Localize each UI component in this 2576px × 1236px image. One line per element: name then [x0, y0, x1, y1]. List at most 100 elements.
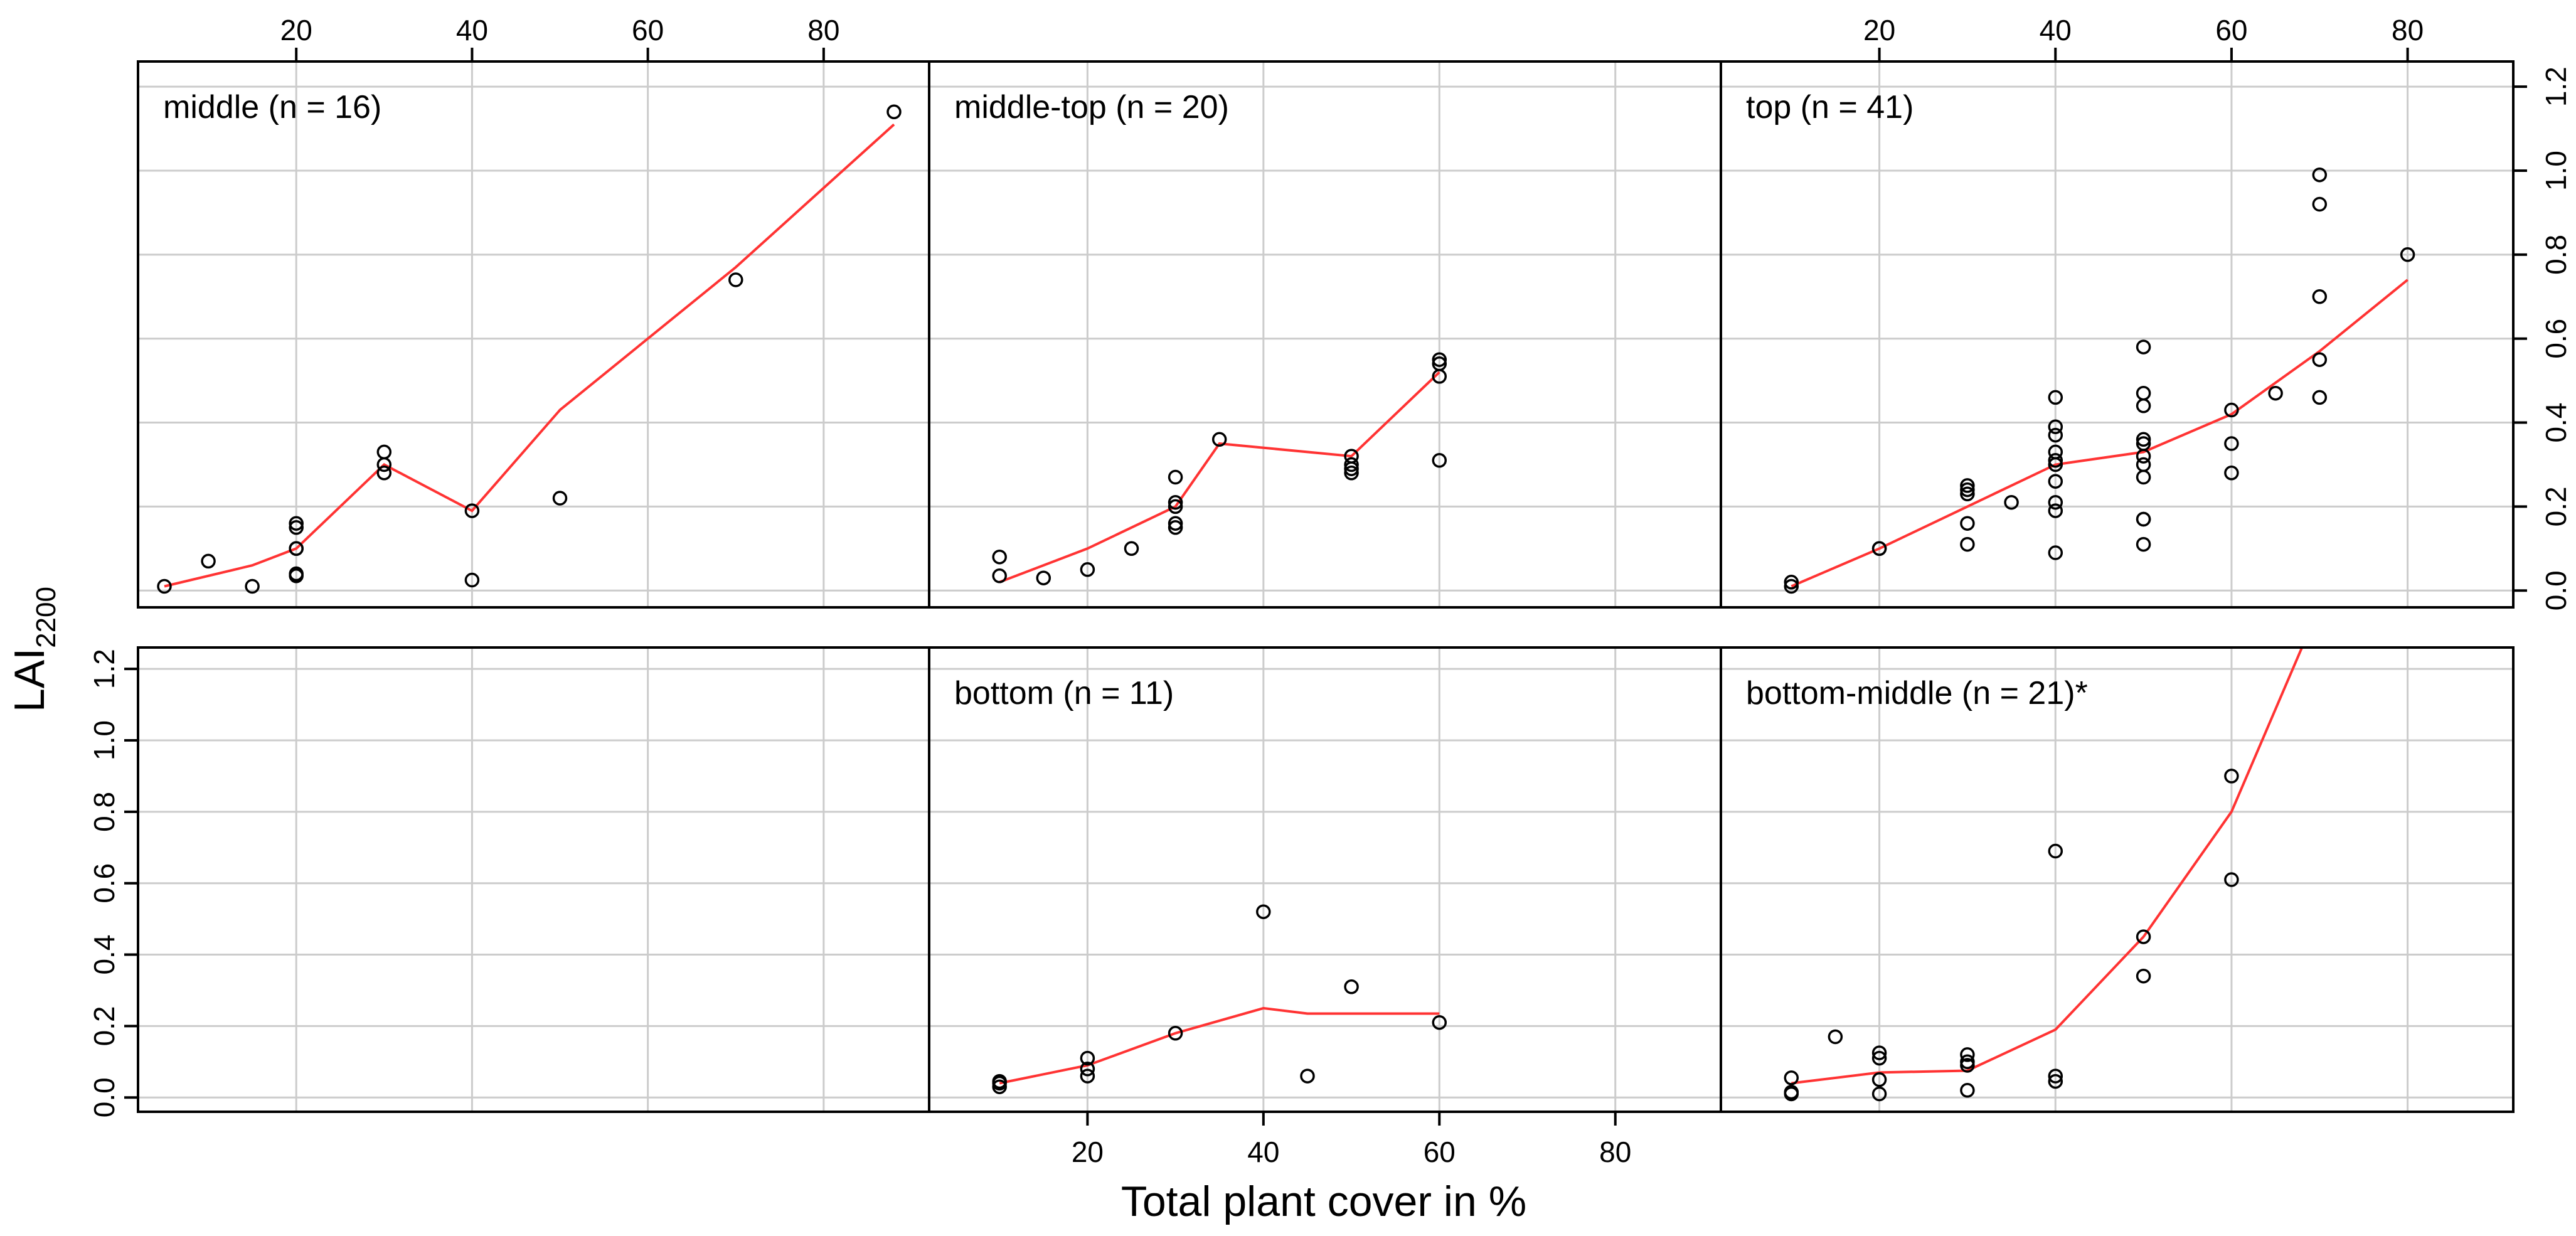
- x-tick-label: 80: [2392, 14, 2424, 46]
- data-point: [1036, 570, 1051, 585]
- smooth-line: [1791, 279, 2408, 588]
- panel-frame: [928, 60, 1722, 609]
- data-point: [2224, 466, 2239, 481]
- svg-text:LAI2200: LAI2200: [6, 587, 61, 712]
- data-point: [2136, 469, 2151, 485]
- data-point: [2136, 511, 2151, 527]
- data-point: [157, 578, 172, 594]
- data-point: [1871, 1045, 1887, 1060]
- data-point: [1960, 486, 1975, 502]
- data-point: [2224, 436, 2239, 451]
- y-tick-label: 0.4: [88, 935, 120, 975]
- data-point: [2048, 545, 2063, 560]
- y-tick-label: 0.2: [2540, 486, 2572, 526]
- data-point: [376, 444, 392, 460]
- data-point: [1344, 461, 1359, 476]
- data-point: [2048, 474, 2063, 489]
- data-point: [992, 1079, 1007, 1094]
- data-point: [1432, 352, 1447, 367]
- data-point: [464, 572, 480, 588]
- y-axis-title: LAI2200: [6, 587, 61, 712]
- data-point: [2136, 968, 2151, 984]
- y-tick-label: 1.2: [88, 649, 120, 689]
- data-point: [289, 520, 304, 535]
- panel-label: top (n = 41): [1746, 89, 1913, 125]
- y-tick-label: 0.0: [88, 1077, 120, 1117]
- panel-empty: [137, 646, 930, 1113]
- data-point: [2268, 385, 2283, 401]
- data-point: [1168, 1026, 1183, 1041]
- data-point: [289, 516, 304, 531]
- data-point: [1168, 494, 1183, 510]
- y-axis-title-subscript: 2200: [31, 587, 61, 648]
- data-point: [2136, 398, 2151, 413]
- data-point: [1960, 1047, 1975, 1062]
- data-point: [2136, 536, 2151, 552]
- smooth-line: [999, 371, 1440, 583]
- panel-top: top (n = 41): [1720, 60, 2515, 609]
- y-tick-label: 0.6: [88, 863, 120, 903]
- x-tick-label: 40: [1247, 1136, 1279, 1168]
- data-point: [376, 457, 392, 472]
- axes-layer: 20 40 60 80 20 40 60 80 20 40 60 80 0.0 0.2 0.4 0.6 0.8 1…: [88, 14, 2572, 1168]
- data-point: [1168, 499, 1183, 514]
- data-point: [2224, 402, 2239, 418]
- data-point: [1256, 904, 1271, 919]
- data-point: [1344, 457, 1359, 472]
- data-point: [2048, 390, 2063, 405]
- data-point: [2312, 352, 2328, 367]
- panel-frame: [137, 646, 930, 1113]
- data-point: [2312, 289, 2328, 304]
- panel-frame: [137, 60, 930, 609]
- panel-label: middle-top (n = 20): [954, 89, 1229, 125]
- data-point: [1432, 369, 1447, 384]
- x-axis-title: Total plant cover in %: [1121, 1178, 1526, 1225]
- data-point: [2136, 929, 2151, 944]
- panel-grid: [1721, 647, 2513, 1112]
- data-point: [2048, 1068, 2063, 1084]
- data-point: [2312, 390, 2328, 405]
- x-tick-label: 80: [807, 14, 839, 46]
- smooth-line: [999, 1006, 1440, 1085]
- data-point: [1344, 466, 1359, 481]
- data-point: [992, 568, 1007, 583]
- data-point: [1432, 1015, 1447, 1030]
- data-point: [2048, 419, 2063, 434]
- panel-grid: [138, 647, 929, 1112]
- x-tick-label: 20: [280, 14, 312, 46]
- y-tick-label: 0.6: [2540, 319, 2572, 359]
- x-tick-label: 40: [2040, 14, 2072, 46]
- data-point: [1080, 1061, 1095, 1077]
- y-axis-title-main: LAI: [6, 648, 53, 712]
- data-point: [464, 503, 480, 518]
- data-point: [2136, 339, 2151, 354]
- panel-grid: [929, 647, 1721, 1112]
- data-point: [2400, 247, 2415, 262]
- data-point: [1432, 453, 1447, 468]
- data-point: [1124, 541, 1139, 557]
- data-point: [2004, 494, 2019, 510]
- data-point: [886, 104, 902, 120]
- x-tick-label: 80: [1599, 1136, 1631, 1168]
- data-point: [1784, 1086, 1799, 1102]
- data-point: [2136, 385, 2151, 401]
- panel-grid: [138, 61, 929, 607]
- data-point: [1960, 536, 1975, 552]
- data-point: [376, 466, 392, 481]
- panel-middle-top: middle-top (n = 20): [928, 60, 1722, 609]
- data-point: [552, 491, 568, 506]
- data-point: [2048, 1074, 2063, 1089]
- data-point: [1300, 1068, 1315, 1084]
- data-point: [1960, 478, 1975, 493]
- panel-label: bottom (n = 11): [954, 675, 1174, 711]
- panel-middle: middle (n = 16): [137, 60, 930, 609]
- data-point: [1828, 1029, 1843, 1045]
- panels-layer: middle (n = 16) middle-top (n = 20) top (n…: [137, 60, 2515, 1113]
- data-point: [1871, 541, 1887, 557]
- smooth-line: [1791, 647, 2304, 1085]
- data-point: [1871, 1072, 1887, 1087]
- data-point: [2048, 503, 2063, 518]
- data-point: [728, 272, 743, 287]
- x-tick-label: 60: [2215, 14, 2247, 46]
- data-point: [1960, 516, 1975, 531]
